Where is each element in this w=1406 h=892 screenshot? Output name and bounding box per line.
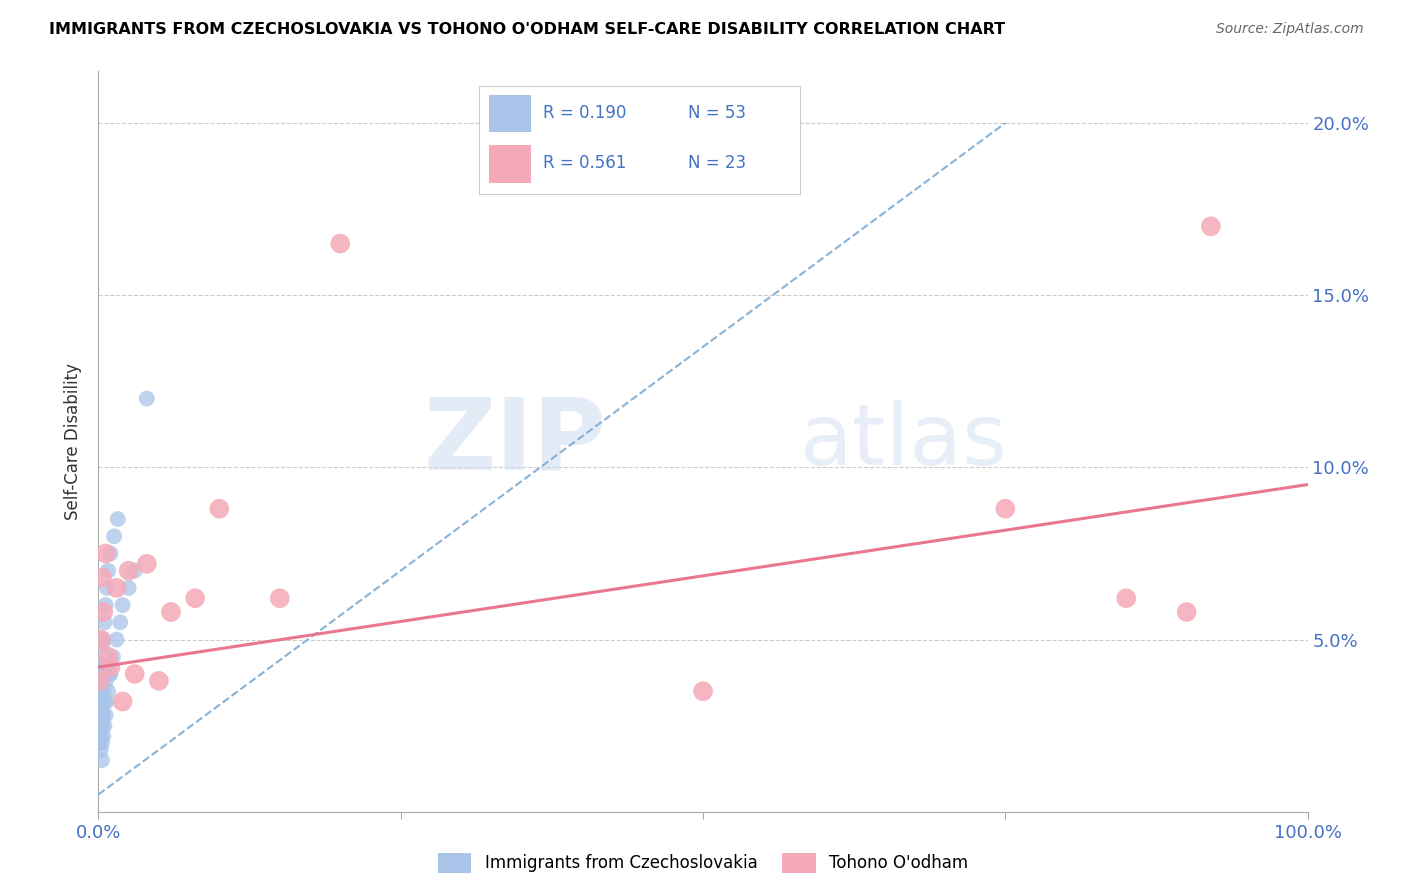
Point [89, 729, 111, 743]
Point [208, 501, 231, 516]
Point [111, 598, 134, 612]
Point [124, 564, 146, 578]
Point [91, 736, 114, 750]
Point [91, 684, 114, 698]
Point [124, 667, 146, 681]
Point [97, 564, 120, 578]
Point [100, 546, 122, 560]
Point [93, 694, 115, 708]
Point [108, 615, 131, 630]
Point [89, 694, 111, 708]
Point [1199, 219, 1222, 234]
Point [1115, 591, 1137, 606]
Point [89, 673, 111, 688]
Point [90, 743, 112, 757]
Point [994, 501, 1017, 516]
Point [89, 667, 111, 681]
Point [148, 673, 170, 688]
Point [89, 701, 111, 715]
Point [91, 605, 114, 619]
Point [91, 708, 114, 723]
Legend: Immigrants from Czechoslovakia, Tohono O'odham: Immigrants from Czechoslovakia, Tohono O… [432, 847, 974, 880]
Point [90, 681, 112, 695]
Point [98, 667, 121, 681]
Point [93, 667, 115, 681]
Point [105, 581, 128, 595]
Point [329, 236, 352, 251]
Point [89, 718, 111, 732]
Text: atlas: atlas [800, 400, 1008, 483]
Point [118, 581, 141, 595]
Point [91, 718, 114, 732]
Text: ZIP: ZIP [423, 393, 606, 490]
Point [160, 605, 183, 619]
Point [118, 564, 141, 578]
Point [90, 729, 112, 743]
Point [269, 591, 291, 606]
Point [89, 673, 111, 688]
Point [94, 598, 117, 612]
Point [91, 708, 114, 723]
Point [101, 649, 124, 664]
Point [90, 632, 112, 647]
Point [96, 694, 118, 708]
Point [94, 546, 117, 560]
Point [90, 701, 112, 715]
Point [91, 660, 114, 674]
Point [1175, 605, 1198, 619]
Point [90, 657, 112, 671]
Point [94, 708, 117, 723]
Point [91, 640, 114, 654]
Point [96, 581, 118, 595]
Point [91, 673, 114, 688]
Point [111, 694, 134, 708]
Point [97, 684, 120, 698]
Point [94, 673, 117, 688]
Point [91, 570, 114, 584]
Y-axis label: Self-Care Disability: Self-Care Disability [65, 363, 83, 520]
Point [93, 615, 115, 630]
Text: IMMIGRANTS FROM CZECHOSLOVAKIA VS TOHONO O'ODHAM SELF-CARE DISABILITY CORRELATIO: IMMIGRANTS FROM CZECHOSLOVAKIA VS TOHONO… [49, 22, 1005, 37]
Point [93, 718, 115, 732]
Point [91, 694, 114, 708]
Point [100, 667, 122, 681]
Point [184, 591, 207, 606]
Point [105, 632, 128, 647]
Point [89, 736, 111, 750]
Point [91, 753, 114, 767]
Point [97, 649, 120, 664]
Point [692, 684, 714, 698]
Point [103, 529, 125, 543]
Point [107, 512, 129, 526]
Point [91, 632, 114, 647]
Point [100, 660, 122, 674]
Point [90, 667, 112, 681]
Text: Source: ZipAtlas.com: Source: ZipAtlas.com [1216, 22, 1364, 37]
Point [91, 660, 114, 674]
Point [89, 684, 111, 698]
Point [90, 691, 112, 706]
Point [89, 708, 111, 723]
Point [91, 729, 114, 743]
Point [90, 718, 112, 732]
Point [135, 392, 157, 406]
Point [135, 557, 157, 571]
